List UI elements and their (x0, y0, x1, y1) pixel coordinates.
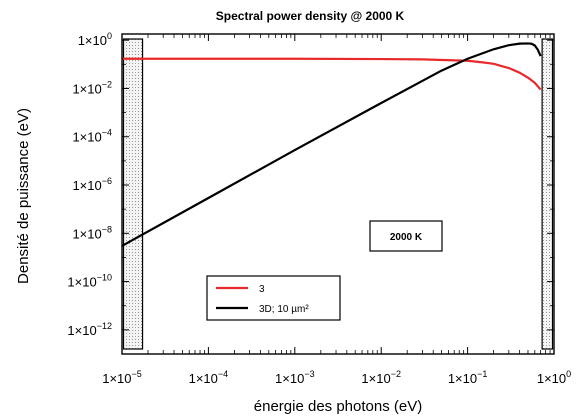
annotation-box: 2000 K (369, 220, 443, 252)
x-tick-label: 1×10−1 (448, 369, 488, 386)
x-axis-label: énergie des photons (eV) (254, 398, 422, 415)
x-tick-label: 1×10−4 (189, 369, 229, 386)
y-tick-label: 1×10−4 (72, 128, 112, 145)
series-line-1 (122, 57, 542, 91)
y-tick-label: 1×10−12 (67, 321, 112, 338)
chart-title: Spectral power density @ 2000 K (216, 9, 405, 23)
x-tick-label: 1×100 (537, 369, 571, 386)
y-tick-label: 1×100 (78, 31, 112, 48)
plot-frame (121, 33, 555, 355)
x-tick-label: 1×10−3 (275, 369, 315, 386)
series-line-2 (122, 42, 542, 247)
annotation-text: 2000 K (390, 232, 423, 243)
y-tick-label: 1×10−2 (72, 79, 112, 96)
y-tick-label: 1×10−6 (72, 176, 112, 193)
shaded-region (122, 38, 144, 350)
y-tick-label: 1×10−8 (72, 224, 112, 241)
legend-label-2: 3D; 10 µm² (259, 304, 309, 315)
legend-label-1: 3 (259, 284, 265, 295)
legend: 3 3D; 10 µm² (206, 275, 341, 321)
y-tick-label: 1×10−10 (67, 273, 112, 290)
legend-box (206, 275, 341, 321)
x-tick-label: 1×10−5 (102, 369, 142, 386)
y-axis-label: Densité de puissance (eV) (15, 108, 32, 284)
shaded-region (541, 38, 554, 350)
x-tick-label: 1×10−2 (361, 369, 401, 386)
